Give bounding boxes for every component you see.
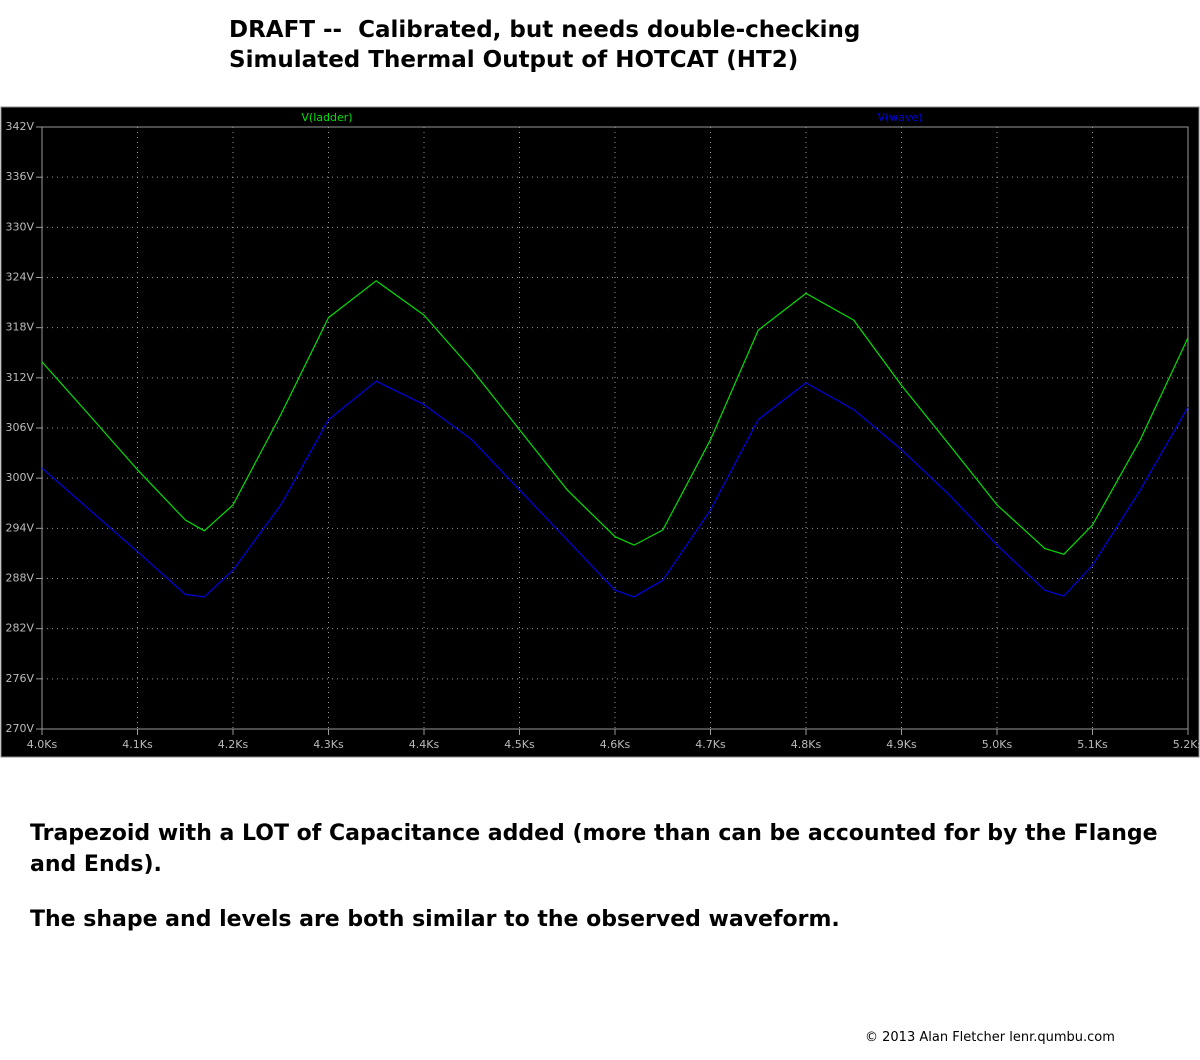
x-tick-label: 4.6Ks [600,738,631,751]
x-tick-label: 4.2Ks [218,738,249,751]
y-tick-label: 288V [5,572,34,585]
series-line [41,380,1189,598]
x-tick-label: 4.3Ks [313,738,344,751]
y-tick-label: 318V [5,321,34,334]
y-tick-label: 306V [5,421,34,434]
x-tick-label: 4.5Ks [504,738,535,751]
annotation: Trapezoid with a LOT of Capacitance adde… [30,821,1158,877]
legend-label: V(wave) [877,111,922,124]
credit: © 2013 Alan Fletcher lenr.qumbu.com [865,1030,1115,1045]
y-tick-label: 342V [5,120,34,133]
chart-subtitle: Simulated Thermal Output of HOTCAT (HT2) [229,47,799,73]
y-tick-label: 324V [5,271,34,284]
y-tick-label: 276V [5,672,34,685]
x-tick-label: 4.0Ks [27,738,58,751]
x-tick-label: 4.9Ks [886,738,917,751]
y-tick-label: 312V [5,371,34,384]
y-tick-label: 294V [5,521,34,534]
x-tick-label: 4.4Ks [409,738,440,751]
x-tick-label: 4.7Ks [695,738,726,751]
x-tick-label: 4.8Ks [791,738,822,751]
chart-title: DRAFT -- Calibrated, but needs double-ch… [229,17,861,43]
x-tick-label: 4.1Ks [122,738,153,751]
y-tick-label: 300V [5,471,34,484]
y-tick-label: 282V [5,622,34,635]
series-line [41,280,1189,555]
plot-background [0,106,1200,758]
x-tick-label: 5.1Ks [1077,738,1108,751]
legend-label: V(ladder) [301,111,352,124]
x-tick-label: 5.0Ks [982,738,1013,751]
y-tick-label: 336V [5,170,34,183]
annotation: The shape and levels are both similar to… [30,907,840,932]
chart: 270V 276V 282V 288V 294V 300V 306V 312V 318V 324V… [0,106,1200,758]
y-tick-label: 270V [5,722,34,735]
y-tick-label: 330V [5,220,34,233]
x-tick-label: 5.2Ks [1173,738,1200,751]
